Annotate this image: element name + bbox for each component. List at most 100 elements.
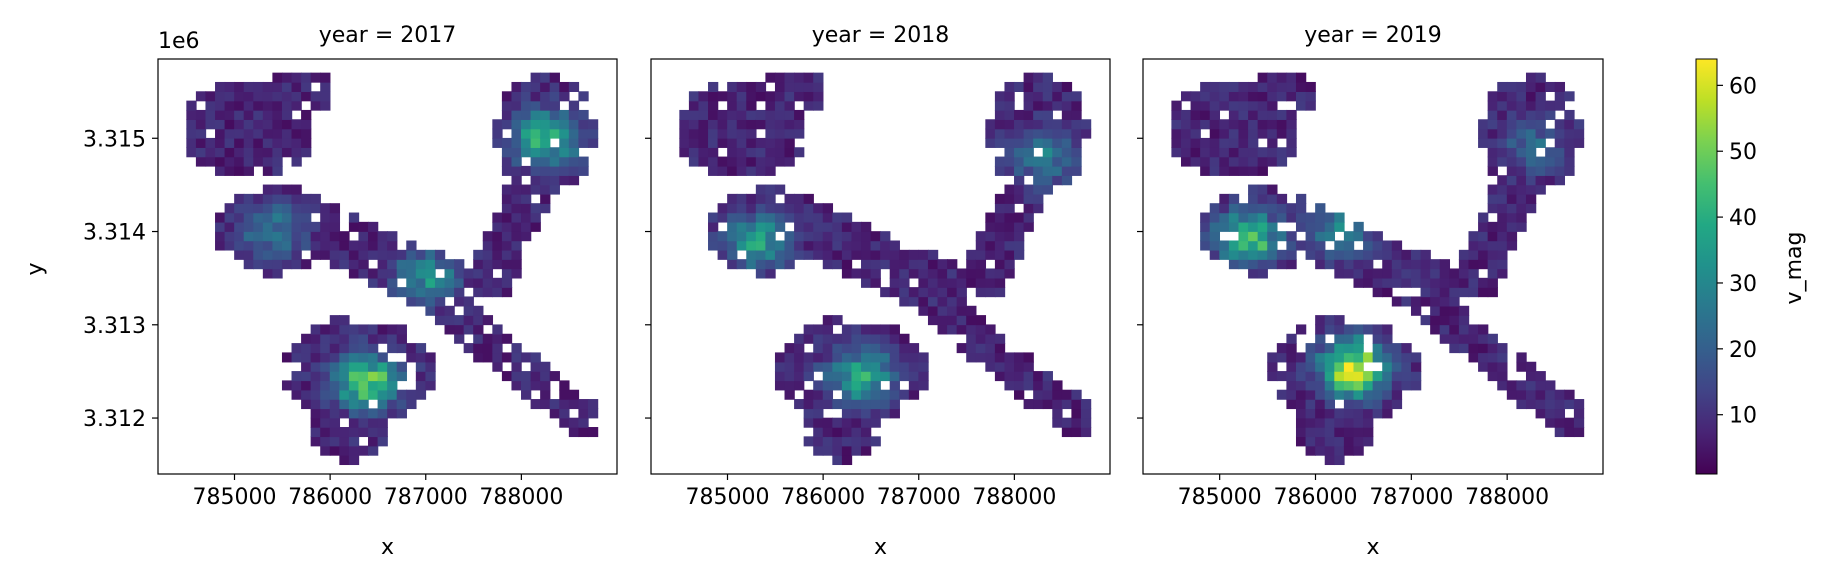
heatmap-cell: [243, 156, 254, 167]
heatmap-cell: [966, 259, 977, 270]
heatmap-cell: [813, 445, 824, 456]
heatmap-cell: [492, 137, 503, 148]
heatmap-cell: [348, 371, 360, 382]
heatmap-cell: [899, 371, 910, 382]
heatmap-cell: [727, 240, 738, 251]
heatmap-cell: [329, 352, 341, 363]
heatmap-cell: [1267, 193, 1278, 204]
heatmap-cell: [348, 417, 360, 428]
heatmap-cell: [406, 343, 417, 354]
heatmap-cell: [1238, 212, 1249, 223]
heatmap-cell: [549, 109, 560, 120]
heatmap-cell: [803, 352, 814, 363]
heatmap-cell: [1324, 324, 1336, 335]
heatmap-cell: [205, 156, 216, 167]
heatmap-cell: [329, 343, 341, 354]
colorbar-tick-label: 60: [1729, 74, 1757, 99]
heatmap-cell: [1449, 333, 1460, 344]
heatmap-cell: [1209, 203, 1221, 214]
heatmap-cell: [784, 389, 795, 400]
heatmap-cell: [1286, 389, 1297, 400]
heatmap-cell: [501, 231, 513, 242]
heatmap-cell: [1305, 240, 1316, 251]
heatmap-cell: [501, 193, 513, 204]
heatmap-cell: [1363, 389, 1374, 400]
heatmap-cell: [851, 445, 862, 456]
heatmap-cell: [755, 184, 767, 195]
heatmap-cell: [889, 389, 900, 400]
heatmap-cell: [540, 72, 551, 83]
heatmap-cell: [1573, 408, 1585, 419]
heatmap-cell: [1401, 268, 1412, 279]
heatmap-cell: [253, 109, 264, 120]
heatmap-cell: [454, 324, 465, 335]
heatmap-cell: [262, 165, 274, 176]
heatmap-cell: [1248, 203, 1259, 214]
heatmap-cell: [291, 128, 302, 139]
heatmap-cell: [861, 427, 872, 438]
heatmap-cell: [262, 240, 274, 251]
y-axis-label: y: [23, 262, 48, 275]
heatmap-cell: [851, 240, 862, 251]
heatmap-cell: [339, 343, 350, 354]
heatmap-cell: [727, 203, 738, 214]
heatmap-cell: [1401, 380, 1412, 391]
heatmap-cell: [1071, 119, 1082, 130]
heatmap-cell: [1080, 399, 1092, 410]
heatmap-cell: [348, 212, 360, 223]
heatmap-cell: [253, 231, 264, 242]
heatmap-cell: [1209, 109, 1221, 120]
heatmap-cell: [985, 361, 996, 372]
heatmap-cell: [415, 268, 427, 279]
heatmap-cell: [1478, 137, 1489, 148]
heatmap-cell: [832, 315, 843, 326]
heatmap-cell: [272, 100, 283, 111]
heatmap-cell: [1343, 259, 1355, 270]
heatmap-cell: [540, 81, 551, 92]
heatmap-cell: [765, 268, 776, 279]
heatmap-cell: [755, 156, 767, 167]
heatmap-cell: [348, 408, 360, 419]
heatmap-cell: [1564, 389, 1575, 400]
heatmap-cell: [688, 128, 700, 139]
heatmap-cell: [301, 399, 312, 410]
heatmap-cell: [1238, 156, 1249, 167]
heatmap-cell: [521, 119, 532, 130]
heatmap-cell: [1487, 231, 1498, 242]
heatmap-cell: [1516, 165, 1527, 176]
heatmap-cell: [1305, 445, 1316, 456]
heatmap-cell: [549, 119, 560, 130]
heatmap-cell: [358, 324, 369, 335]
heatmap-cell: [234, 91, 245, 102]
heatmap-cell: [1410, 371, 1422, 382]
heatmap-cell: [1276, 343, 1288, 354]
heatmap-cell: [1200, 240, 1211, 251]
heatmap-cell: [784, 249, 795, 260]
heatmap-cell: [368, 352, 379, 363]
heatmap-cell: [975, 343, 987, 354]
heatmap-cell: [1353, 408, 1364, 419]
heatmap-cell: [688, 156, 700, 167]
heatmap-cell: [794, 72, 805, 83]
heatmap-cell: [1305, 249, 1316, 260]
heatmap-cell: [530, 91, 541, 102]
heatmap-cell: [377, 268, 388, 279]
colorbar-tick-label: 20: [1729, 338, 1757, 363]
heatmap-cell: [320, 333, 331, 344]
heatmap-cell: [870, 249, 881, 260]
heatmap-cell: [1353, 268, 1364, 279]
heatmap-cell: [348, 240, 360, 251]
heatmap-cell: [1228, 137, 1240, 148]
heatmap-cell: [530, 212, 541, 223]
heatmap-cell: [492, 343, 503, 354]
heatmap-cell: [501, 249, 513, 260]
heatmap-cell: [1276, 91, 1288, 102]
heatmap-cell: [975, 333, 987, 344]
heatmap-cell: [1372, 277, 1383, 288]
heatmap-cell: [281, 91, 293, 102]
heatmap-cell: [1061, 119, 1073, 130]
heatmap-cell: [1468, 249, 1479, 260]
heatmap-cell: [243, 165, 254, 176]
heatmap-cell: [832, 427, 843, 438]
heatmap-cell: [1487, 128, 1498, 139]
